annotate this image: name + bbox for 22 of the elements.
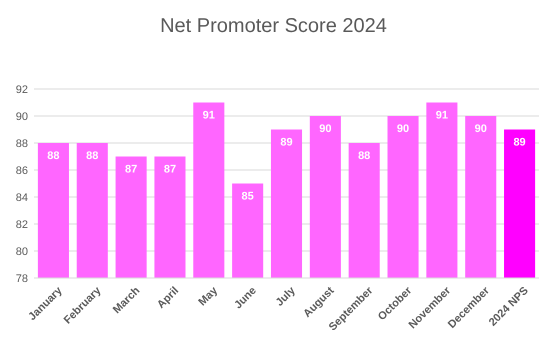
data-label: 85 bbox=[242, 190, 254, 202]
data-label: 90 bbox=[474, 123, 487, 135]
chart-title: Net Promoter Score 2024 bbox=[160, 15, 387, 37]
data-label: 88 bbox=[47, 150, 60, 162]
y-tick-label: 90 bbox=[16, 111, 28, 123]
data-label: 89 bbox=[513, 136, 526, 148]
data-label: 88 bbox=[358, 150, 370, 162]
y-tick-label: 88 bbox=[16, 138, 28, 150]
data-label: 90 bbox=[319, 123, 332, 135]
data-label: 91 bbox=[202, 110, 215, 122]
data-label: 88 bbox=[86, 150, 98, 162]
y-tick-label: 86 bbox=[16, 165, 28, 177]
y-tick-label: 92 bbox=[16, 84, 28, 96]
data-label: 89 bbox=[280, 136, 293, 148]
data-label: 90 bbox=[396, 123, 410, 135]
y-tick-label: 78 bbox=[16, 273, 28, 285]
y-tick-label: 82 bbox=[16, 219, 28, 231]
y-tick-label: 80 bbox=[16, 246, 28, 258]
data-label: 91 bbox=[436, 110, 448, 122]
data-label: 87 bbox=[124, 164, 138, 176]
y-tick-label: 84 bbox=[16, 192, 28, 204]
data-label: 87 bbox=[164, 164, 176, 176]
